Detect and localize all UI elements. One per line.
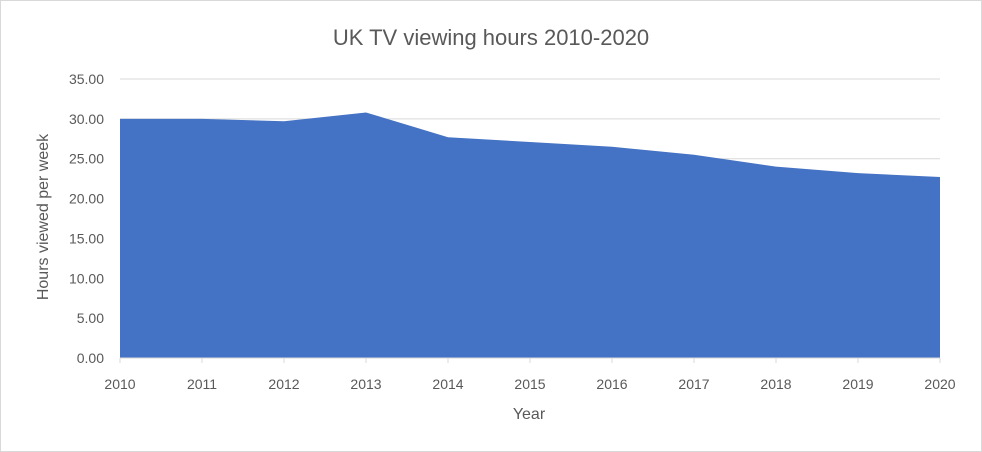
x-tick-label: 2020 (924, 376, 955, 392)
x-tick-label: 2015 (514, 376, 545, 392)
series-area (120, 112, 940, 358)
x-tick-label: 2012 (268, 376, 299, 392)
chart-title: UK TV viewing hours 2010-2020 (333, 25, 649, 50)
y-tick-label: 5.00 (77, 310, 104, 326)
y-tick-label: 35.00 (69, 71, 104, 87)
x-tick-label: 2017 (678, 376, 709, 392)
x-tick-label: 2014 (432, 376, 463, 392)
x-tick-label: 2013 (350, 376, 381, 392)
y-tick-label: 0.00 (77, 350, 104, 366)
y-tick-label: 15.00 (69, 230, 104, 246)
x-axis-tick-labels: 2010 2011 2012 2013 2014 2015 2016 2017 2018 2019… (104, 376, 955, 392)
x-tick-label: 2019 (842, 376, 873, 392)
x-tick-label: 2010 (104, 376, 135, 392)
y-tick-label: 25.00 (69, 151, 104, 167)
x-tick-label: 2016 (596, 376, 627, 392)
y-tick-label: 20.00 (69, 191, 104, 207)
x-tick-label: 2011 (187, 376, 217, 392)
y-axis-tick-labels: 0.00 5.00 10.00 15.00 20.00 25.00 30.00 35.00 (69, 71, 104, 366)
axes (119, 357, 941, 363)
x-tick-label: 2018 (760, 376, 791, 392)
y-tick-label: 30.00 (69, 111, 104, 127)
y-axis-title: Hours viewed per week (35, 133, 52, 300)
y-tick-label: 10.00 (69, 270, 104, 286)
x-axis-title: Year (513, 406, 546, 423)
plot-area (120, 112, 940, 358)
